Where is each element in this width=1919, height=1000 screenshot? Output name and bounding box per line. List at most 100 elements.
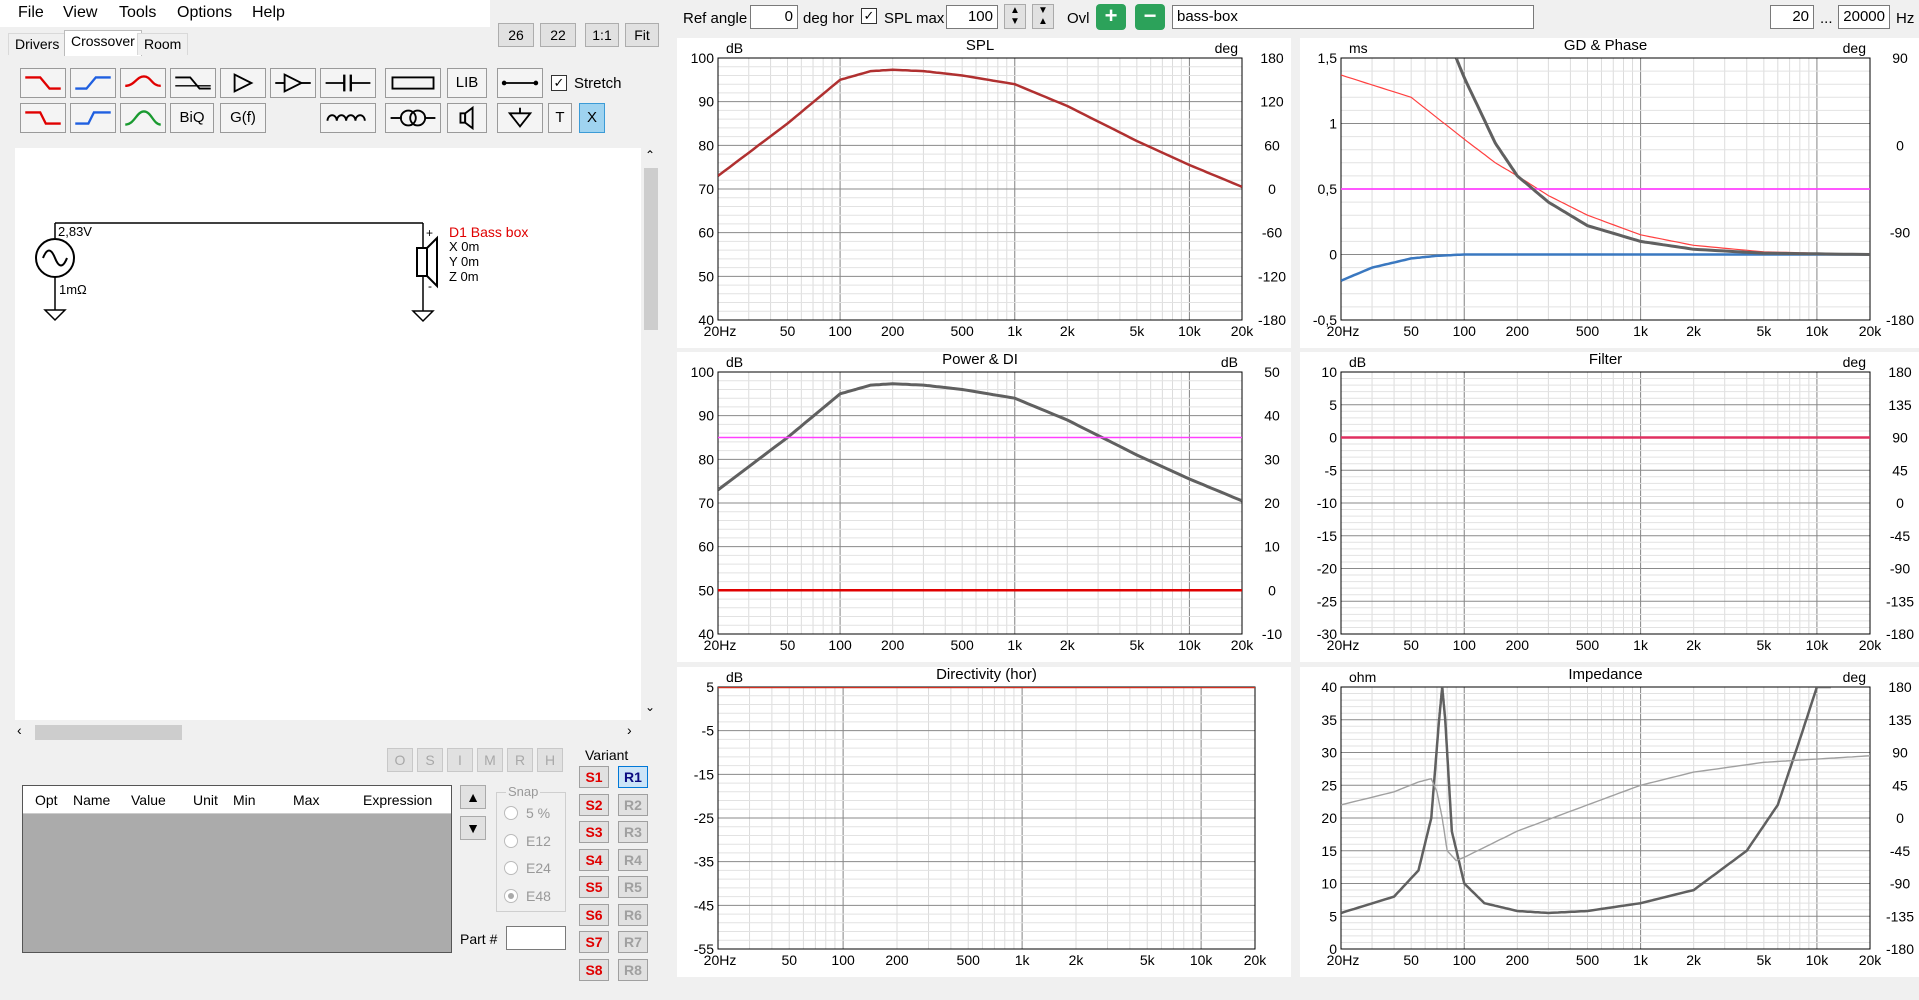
snap-radio-1[interactable] [504,833,518,848]
wire-button[interactable] [497,68,543,98]
scroll-up-icon[interactable]: ⌃ [645,148,656,162]
scroll-down-icon[interactable]: ⌄ [645,700,656,714]
grid-header-value[interactable]: Value [131,792,166,808]
variant-s5-button[interactable]: S5 [579,876,609,898]
opt-i-button[interactable]: I [447,748,473,772]
tab-room[interactable]: Room [137,33,189,55]
snap-radio-0[interactable] [504,806,518,820]
menu-file[interactable]: File [18,4,44,21]
bandpass-green-button[interactable] [120,103,166,133]
zoom-1to1-button[interactable]: 1:1 [585,23,619,47]
x-tool-button[interactable]: X [579,103,605,133]
move-up-button[interactable]: ▲ [460,785,486,809]
opt-h-button[interactable]: H [537,748,563,772]
y-tick-label: 50 [698,268,714,284]
grid-header-min[interactable]: Min [233,792,256,808]
menu-options[interactable]: Options [177,4,233,21]
speaker-button[interactable] [447,103,487,133]
lib-button[interactable]: LIB [447,68,487,98]
variant-r5-button[interactable]: R5 [618,876,648,898]
schematic-canvas[interactable]: + - 2,83V 1mΩ D1 Bass box X 0m Y 0m Z 0m [15,148,643,720]
part-number-input[interactable] [506,926,566,950]
zoom-22-button[interactable]: 22 [540,23,576,47]
capacitor-button[interactable] [320,68,376,98]
grid-header-max[interactable]: Max [293,792,320,808]
snap-radio-2[interactable] [504,861,518,875]
highpass-blue2-button[interactable] [70,103,116,133]
buffer-button[interactable] [270,68,316,98]
biquad-button[interactable]: BiQ [170,103,214,133]
stretch-checkbox[interactable]: ✓ [551,75,567,91]
gf-button[interactable]: G(f) [220,103,266,133]
horizontal-scrollbar[interactable]: ‹ › [15,721,643,743]
tab-drivers[interactable]: Drivers [8,33,67,55]
vertical-scrollbar[interactable]: ⌃ ⌄ [641,148,661,720]
horizontal-scroll-thumb[interactable] [35,725,182,740]
grid-header-name[interactable]: Name [73,792,111,808]
menu-tools[interactable]: Tools [119,4,157,21]
ref-angle-input[interactable]: 0 [750,5,798,29]
variant-r4-button[interactable]: R4 [618,848,648,871]
parameter-grid[interactable]: Opt Name Value Unit Min Max Expression [22,785,452,953]
amplifier-button[interactable] [220,68,266,98]
variant-s1-button[interactable]: S1 [579,766,609,788]
snap-radio-3[interactable] [504,888,518,903]
menu-help[interactable]: Help [252,4,285,21]
scroll-left-icon[interactable]: ‹ [17,722,22,738]
variant-r7-button[interactable]: R7 [618,931,648,953]
grid-header-unit[interactable]: Unit [193,792,218,808]
resistor-button[interactable] [385,68,441,98]
variant-r8-button[interactable]: R8 [618,958,648,981]
grid-header-expression[interactable]: Expression [363,792,433,808]
lowpass-red-button[interactable] [20,68,66,98]
power-di-chart[interactable]: Power & DI dB dB 100 90 80 70 60 50 40 50 40 30 20 10 0… [677,352,1291,662]
opt-s-button[interactable]: S [417,748,443,772]
variant-r1-button[interactable]: R1 [618,766,648,788]
overlay-remove-icon[interactable]: − [1135,4,1165,30]
transformer-button[interactable] [385,103,441,133]
ground-button[interactable] [497,103,543,133]
y2-tick-label: 40 [1264,408,1280,424]
highpass-blue-button[interactable] [70,68,116,98]
impedance-chart[interactable]: Impedance ohm deg 40 35 30 25 20 15 10 5 0 180 135 90 4… [1300,667,1919,977]
text-tool-button[interactable]: T [548,103,572,133]
variant-s8-button[interactable]: S8 [579,958,609,981]
filter-chart[interactable]: Filter dB deg 10 5 0 -5 -10 -15 -20 -25 -30 180 135 90… [1300,352,1919,662]
freq-min-input[interactable]: 20 [1770,5,1814,29]
spl-spinner[interactable]: ▲ ▼ [1004,4,1026,29]
freq-max-input[interactable]: 20000 [1838,5,1890,29]
opt-o-button[interactable]: O [387,748,413,772]
vertical-scroll-thumb[interactable] [644,168,658,330]
inductor-button[interactable] [320,103,376,133]
variant-s3-button[interactable]: S3 [579,821,609,843]
x-tick-label: 100 [1453,952,1477,968]
menu-view[interactable]: View [63,4,98,21]
variant-s2-button[interactable]: S2 [579,793,609,816]
opt-m-button[interactable]: M [477,748,503,772]
opt-r-button[interactable]: R [507,748,533,772]
move-down-button[interactable]: ▼ [460,816,486,840]
variant-r3-button[interactable]: R3 [618,821,648,843]
variant-s6-button[interactable]: S6 [579,903,609,926]
variant-s7-button[interactable]: S7 [579,931,609,953]
spl-max-input[interactable]: 100 [946,5,998,29]
project-name-input[interactable]: bass-box [1172,5,1534,29]
driver-name-label[interactable]: D1 Bass box [449,224,529,240]
variant-r2-button[interactable]: R2 [618,793,648,816]
shelf-red-button[interactable] [120,68,166,98]
scroll-right-icon[interactable]: › [627,722,632,738]
lowpass-red2-button[interactable] [20,103,66,133]
spl-chart[interactable]: SPL dB deg 100 90 80 70 60 50 40 180 120 60 0 -60 -120 -… [677,38,1291,348]
directivity-chart[interactable]: Directivity (hor) dB 5 -5 -15 -25 -35 -45 -55 20H… [677,667,1291,977]
spl-range-button[interactable]: ▼ ▲ [1032,4,1054,29]
grid-header-opt[interactable]: Opt [35,792,58,808]
fit-button[interactable]: Fit [625,23,659,47]
variant-s4-button[interactable]: S4 [579,848,609,871]
variant-r6-button[interactable]: R6 [618,903,648,926]
notch-button[interactable] [170,68,216,98]
gd-phase-chart[interactable]: GD & Phase ms deg 1,5 1 0,5 0 -0,5 90 0 -90 -180 20H… [1300,38,1919,348]
overlay-add-icon[interactable]: + [1096,4,1126,30]
spl-max-checkbox[interactable]: ✓ [861,8,877,24]
zoom-26-button[interactable]: 26 [498,23,534,47]
tab-crossover[interactable]: Crossover [64,30,142,56]
